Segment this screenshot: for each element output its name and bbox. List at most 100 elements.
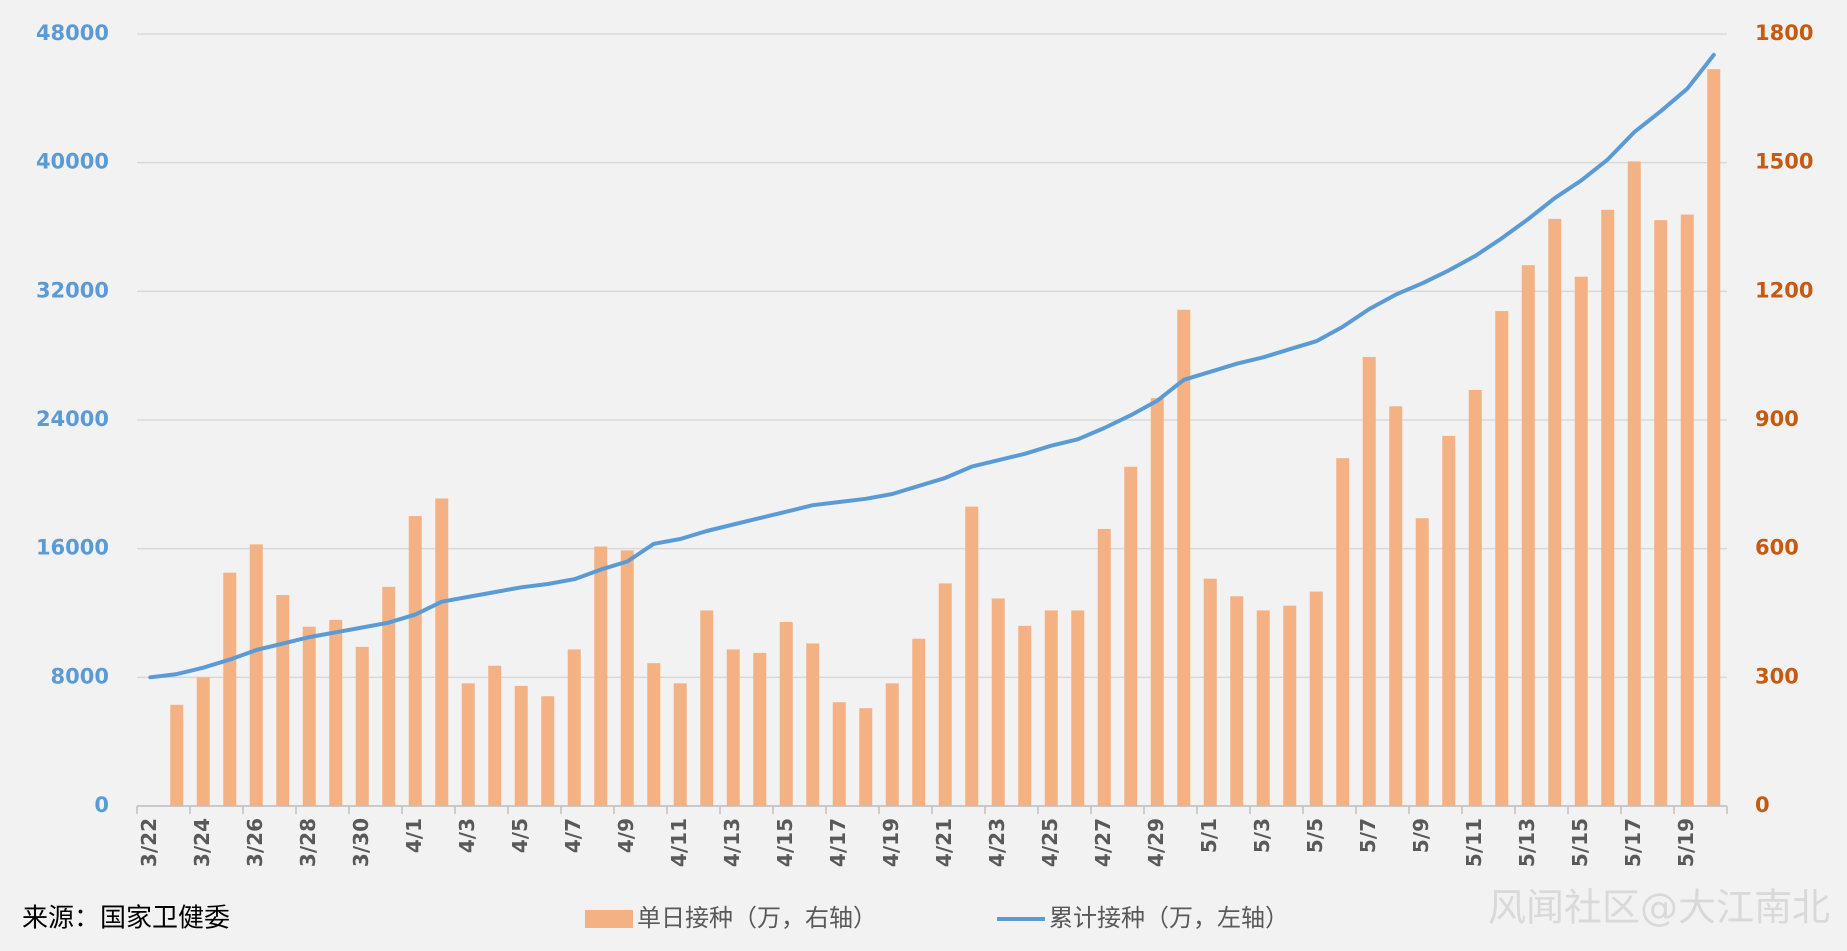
y2-tick-label: 1500 (1755, 150, 1813, 174)
y-tick-label: 16000 (36, 536, 109, 560)
y-tick-label: 0 (94, 793, 109, 817)
legend-label: 累计接种（万，左轴） (1049, 904, 1289, 932)
bar (779, 622, 793, 806)
bar (1283, 605, 1297, 806)
line (148, 52, 1716, 680)
y2-tick-label: 600 (1755, 536, 1799, 560)
bar (832, 702, 846, 806)
bar (1707, 69, 1721, 807)
bar (170, 704, 184, 806)
bar (647, 663, 661, 806)
x-tick-label: 4/25 (1038, 818, 1062, 867)
bar (938, 583, 952, 806)
x-tick-label: 3/26 (243, 818, 267, 867)
bar (965, 506, 979, 806)
x-tick-label: 5/9 (1409, 818, 1433, 853)
bar (1654, 220, 1668, 807)
bar (1044, 610, 1058, 806)
x-tick-label: 5/17 (1621, 818, 1645, 867)
bar (594, 546, 608, 806)
x-tick-label: 3/30 (349, 818, 373, 867)
bar (673, 683, 687, 806)
y-tick-label: 48000 (36, 21, 109, 45)
y2-tick-label: 1800 (1755, 21, 1813, 45)
bar (1124, 466, 1138, 806)
bar (1150, 398, 1164, 806)
bar (382, 586, 396, 806)
source-note: 来源：国家卫健委 (22, 904, 230, 934)
x-tick-label: 5/7 (1356, 818, 1380, 853)
bar (196, 677, 210, 806)
x-tick-label: 3/28 (296, 818, 320, 867)
bar (435, 498, 449, 806)
y2-tick-label: 0 (1755, 793, 1770, 817)
bar (329, 619, 343, 806)
bar (276, 594, 290, 806)
bar (991, 598, 1005, 806)
bar (1309, 591, 1323, 806)
y-tick-label: 32000 (36, 278, 109, 302)
bar (700, 610, 714, 806)
x-tick-label: 4/11 (667, 818, 691, 867)
bar (1097, 528, 1111, 806)
bar (1203, 578, 1217, 806)
bar (1256, 610, 1270, 806)
bar (302, 626, 316, 806)
x-tick-label: 5/5 (1303, 818, 1327, 853)
bar (885, 683, 899, 806)
bar (1415, 518, 1429, 806)
x-tick-label: 4/27 (1091, 818, 1115, 867)
bar (859, 708, 873, 806)
x-tick-label: 4/21 (932, 818, 956, 867)
bar (1521, 265, 1535, 806)
bar (541, 696, 555, 806)
y-tick-label: 24000 (36, 407, 109, 431)
bar (488, 665, 502, 806)
bar (912, 638, 926, 806)
watermark: 风闻社区@大江南北 (1488, 886, 1830, 930)
bar (1389, 406, 1403, 806)
bar (1601, 209, 1615, 806)
x-tick-label: 4/13 (720, 818, 744, 867)
bar (1336, 458, 1350, 806)
x-tick-label: 4/17 (826, 818, 850, 867)
bar (355, 646, 369, 806)
bar (567, 649, 581, 806)
bar (1071, 610, 1085, 806)
y2-tick-label: 300 (1755, 664, 1799, 688)
bar (620, 550, 634, 806)
bar (1362, 356, 1376, 806)
y2-tick-label: 1200 (1755, 278, 1813, 302)
bar (1495, 311, 1509, 806)
bar (1574, 276, 1588, 806)
bar (726, 649, 740, 806)
x-tick-label: 5/13 (1515, 818, 1539, 867)
x-tick-label: 4/19 (879, 818, 903, 867)
x-tick-label: 4/3 (455, 818, 479, 853)
bar (806, 643, 820, 806)
x-tick-label: 4/9 (614, 818, 638, 853)
bar (249, 544, 263, 806)
bar (461, 683, 475, 806)
x-tick-label: 5/1 (1197, 818, 1221, 853)
x-tick-label: 5/3 (1250, 818, 1274, 853)
x-tick-label: 4/1 (402, 818, 426, 853)
bar (1230, 596, 1244, 806)
x-tick-label: 3/24 (190, 818, 214, 867)
y-tick-label: 8000 (51, 664, 109, 688)
bar (1627, 161, 1641, 806)
x-tick-label: 3/22 (137, 818, 161, 867)
bar (1177, 309, 1191, 806)
x-tick-label: 5/19 (1674, 818, 1698, 867)
x-tick-label: 5/15 (1568, 818, 1592, 867)
y2-tick-label: 900 (1755, 407, 1799, 431)
bar (1442, 435, 1456, 806)
bar (408, 516, 422, 806)
bar (1680, 214, 1694, 806)
x-tick-label: 5/11 (1462, 818, 1486, 867)
y-tick-label: 40000 (36, 150, 109, 174)
bar (1548, 218, 1562, 807)
bar (514, 685, 528, 806)
legend-swatch (585, 910, 633, 928)
